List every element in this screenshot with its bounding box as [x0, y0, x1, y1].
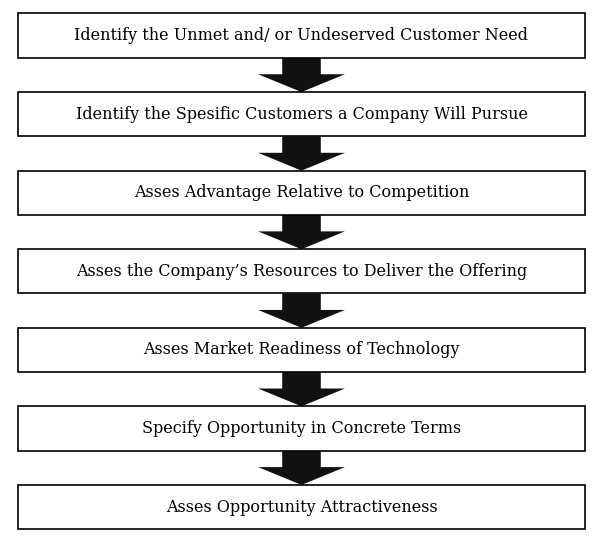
Text: Specify Opportunity in Concrete Terms: Specify Opportunity in Concrete Terms: [142, 420, 461, 437]
Text: Identify the Unmet and/ or Undeserved Customer Need: Identify the Unmet and/ or Undeserved Cu…: [75, 27, 528, 44]
Polygon shape: [258, 215, 345, 249]
Polygon shape: [258, 136, 345, 171]
Text: Asses Advantage Relative to Competition: Asses Advantage Relative to Competition: [134, 184, 469, 201]
Bar: [18, 328, 585, 372]
Bar: [18, 485, 585, 529]
Polygon shape: [258, 294, 345, 328]
Polygon shape: [258, 450, 345, 485]
Bar: [18, 406, 585, 450]
Text: Asses Opportunity Attractiveness: Asses Opportunity Attractiveness: [166, 498, 437, 516]
Polygon shape: [258, 372, 345, 406]
Bar: [18, 171, 585, 215]
Bar: [18, 14, 585, 58]
Text: Asses the Company’s Resources to Deliver the Offering: Asses the Company’s Resources to Deliver…: [76, 263, 527, 280]
Bar: [18, 92, 585, 136]
Bar: [18, 249, 585, 294]
Text: Asses Market Readiness of Technology: Asses Market Readiness of Technology: [144, 341, 459, 359]
Text: Identify the Spesific Customers a Company Will Pursue: Identify the Spesific Customers a Compan…: [75, 106, 528, 123]
Polygon shape: [258, 58, 345, 92]
